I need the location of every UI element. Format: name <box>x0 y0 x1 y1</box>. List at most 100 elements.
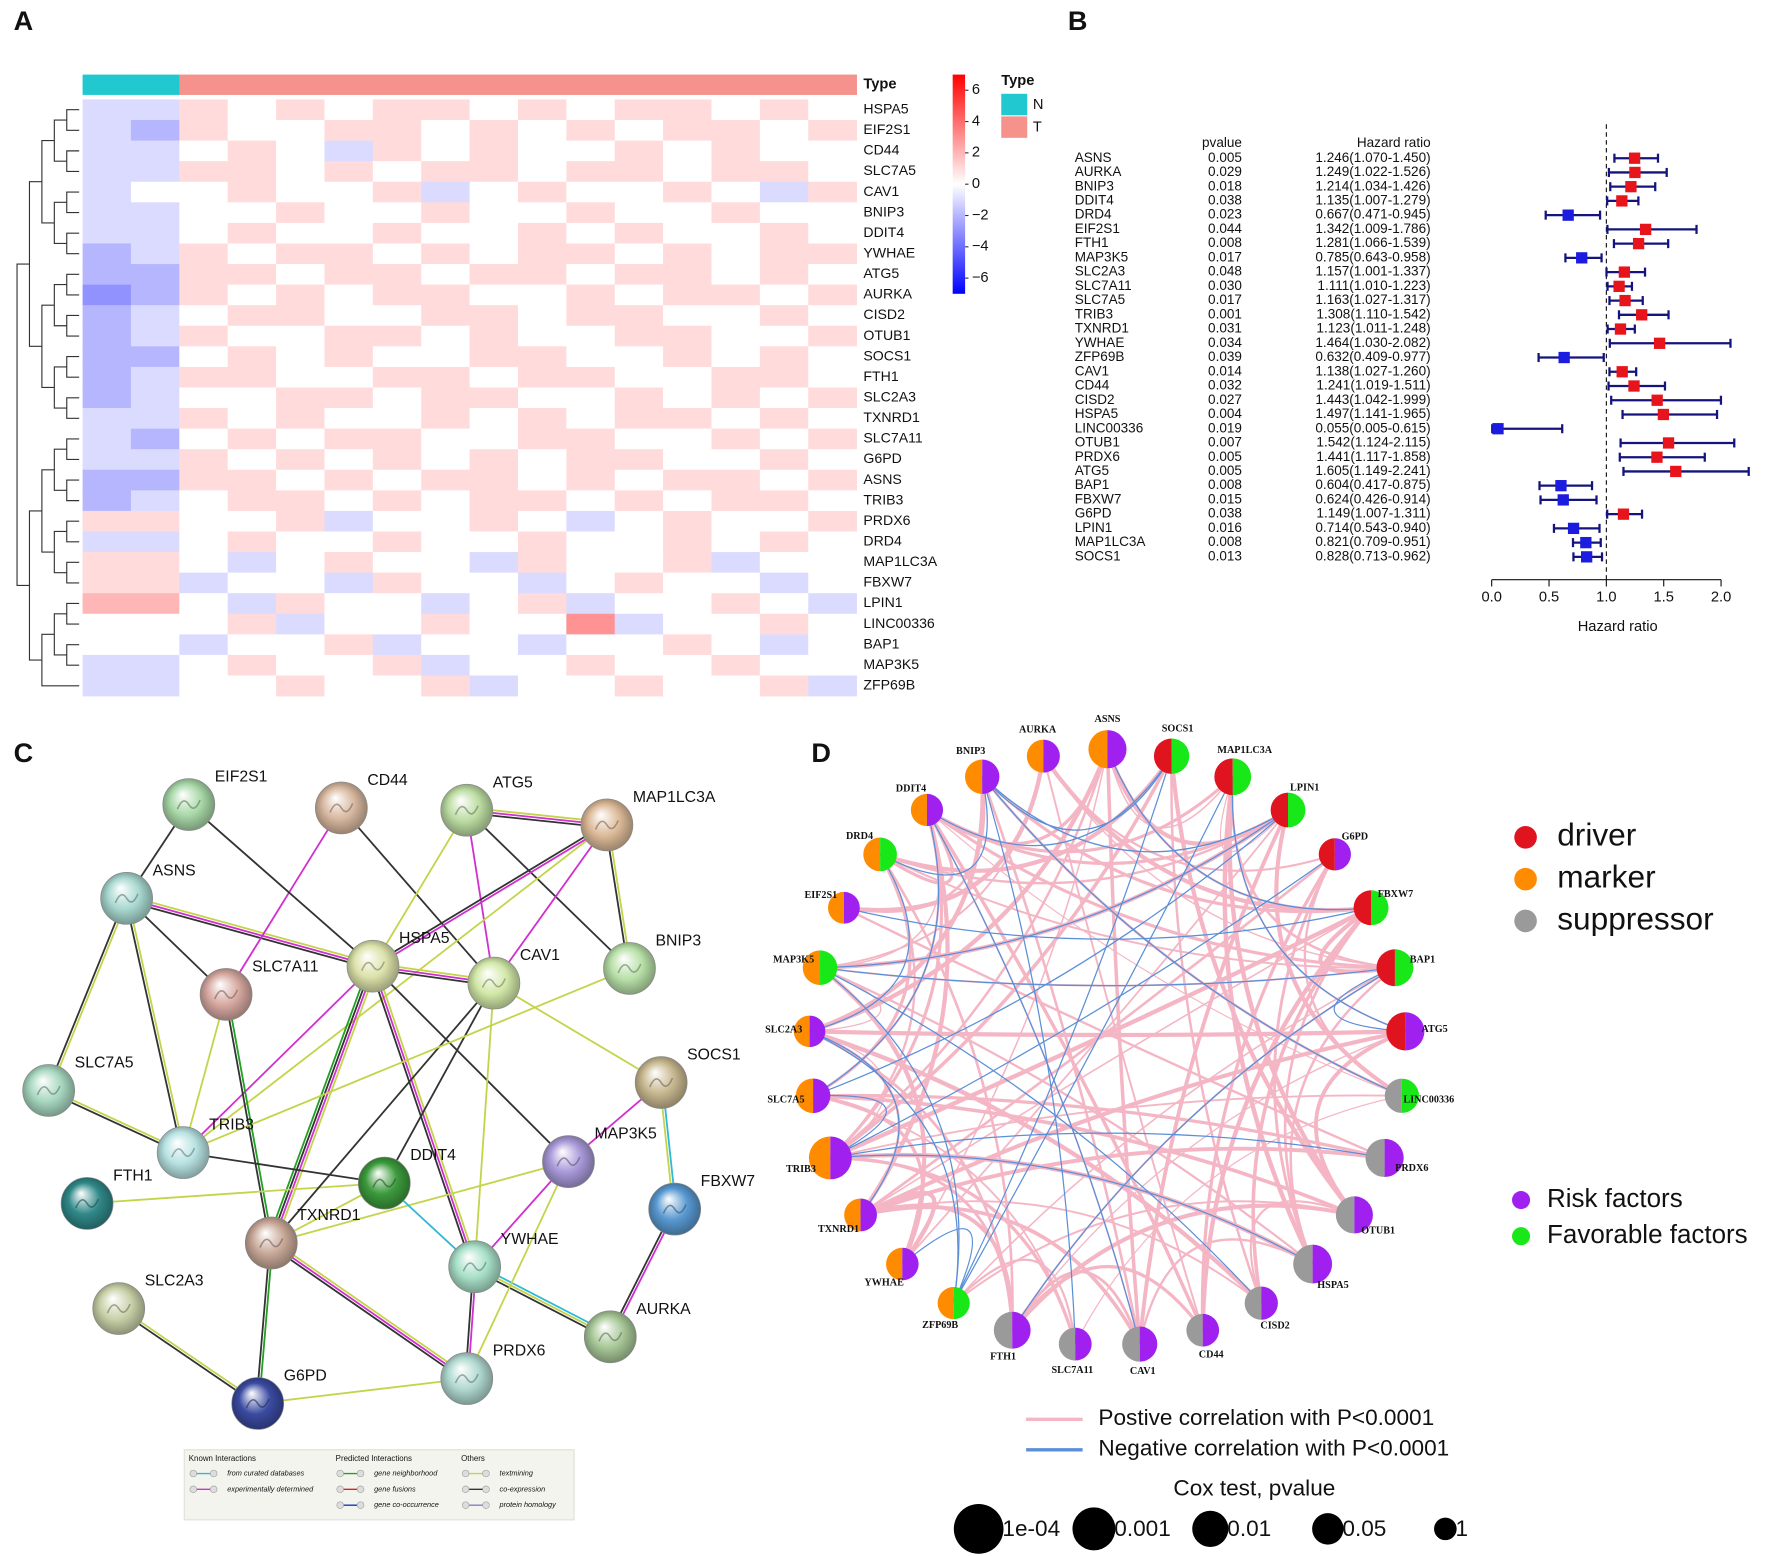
node-label: LPIN1 <box>1290 782 1319 793</box>
node-factor-half <box>1139 1326 1158 1362</box>
heatmap-cell <box>469 202 519 224</box>
negative-edge <box>953 776 1234 1304</box>
node-label: PRDX6 <box>1395 1163 1428 1174</box>
node-type-half <box>863 837 881 872</box>
negative-edge <box>819 967 960 1304</box>
heatmap-cell <box>614 161 664 183</box>
legend-dot <box>1514 826 1537 849</box>
dendrogram-branch <box>41 469 55 553</box>
heatmap-cell <box>276 284 325 306</box>
node-label: MAP3K5 <box>773 955 814 966</box>
heatmap-cell <box>759 428 809 450</box>
heatmap-cell <box>663 99 712 121</box>
legend-node-icon <box>209 1469 218 1478</box>
heatmap-cell <box>663 428 712 450</box>
heatmap-cell <box>276 346 325 368</box>
heatmap-cell <box>227 552 277 573</box>
heatmap-cell <box>227 490 277 512</box>
heatmap-cell <box>421 490 470 512</box>
heatmap-cell <box>276 572 325 594</box>
heatmap-cell <box>517 531 567 553</box>
heatmap-cell <box>759 346 809 368</box>
heatmap-cell <box>614 675 664 697</box>
gene-label: YWHAE <box>1075 335 1125 350</box>
heatmap-cell <box>82 161 132 183</box>
node-factor-half <box>1288 792 1306 828</box>
node-factor-half <box>1107 730 1127 769</box>
heatmap-cell <box>179 552 229 573</box>
heatmap-cell <box>227 161 277 183</box>
pvalue-label: 0.014 <box>1208 363 1242 378</box>
heatmap-cell <box>517 490 567 512</box>
type-bar-cell <box>759 74 809 95</box>
heatmap-cell <box>324 634 374 656</box>
heatmap-cell <box>179 99 229 121</box>
node-label: OTUB1 <box>1361 1225 1395 1236</box>
heatmap-cell <box>808 181 857 203</box>
heatmap-cell <box>711 181 761 203</box>
node-type-half <box>1384 1078 1402 1113</box>
heatmap-cell <box>421 346 470 368</box>
protein-structure <box>176 799 201 810</box>
heatmap-cell <box>663 202 712 224</box>
heatmap-cell <box>130 346 180 368</box>
heatmap-cell <box>130 408 180 429</box>
heatmap-cell <box>469 428 519 450</box>
hr-point <box>1580 551 1593 563</box>
node-type-half <box>1353 890 1372 926</box>
hr-label: 0.821(0.709-0.951) <box>1315 534 1430 549</box>
heatmap-cell <box>179 613 229 635</box>
heatmap-cell <box>663 469 712 491</box>
heatmap-cell <box>759 366 809 388</box>
legend-item: gene fusions <box>374 1484 416 1493</box>
size-legend-label: 0.001 <box>1114 1516 1171 1541</box>
gene-label: HSPA5 <box>1075 406 1118 421</box>
heatmap-cell <box>82 613 132 635</box>
positive-edge <box>860 1203 1015 1331</box>
hr-label: 1.464(1.030-2.082) <box>1315 335 1430 350</box>
heatmap-cell <box>179 654 229 676</box>
node-factor-half <box>1405 1012 1425 1051</box>
interaction-edge <box>493 824 608 984</box>
heatmap-cell <box>469 120 519 141</box>
panel-label: C <box>14 737 34 768</box>
hr-point <box>1618 266 1631 278</box>
legend-node-icon <box>356 1469 365 1478</box>
node-label: DRD4 <box>846 831 873 842</box>
heatmap-cell <box>227 305 277 327</box>
pvalue-label: 0.023 <box>1208 207 1242 222</box>
pvalue-label: 0.005 <box>1208 150 1242 165</box>
heatmap-cell <box>179 387 229 409</box>
heatmap-cell <box>759 99 809 121</box>
interaction-edge <box>87 1182 385 1205</box>
negative-edge <box>981 776 1076 1345</box>
heatmap-cell <box>276 264 325 285</box>
heatmap-cell <box>663 654 712 676</box>
heatmap-cell <box>614 243 664 265</box>
row-label: TXNRD1 <box>863 409 920 425</box>
heatmap-cell <box>808 120 857 141</box>
protein-structure <box>594 820 619 830</box>
row-label: G6PD <box>863 450 901 466</box>
heatmap-cell <box>276 222 325 244</box>
heatmap-cell <box>130 552 180 573</box>
node-label: EIF2S1 <box>805 890 838 901</box>
node-factor-half <box>813 1078 831 1114</box>
negative-edge <box>1333 967 1406 1032</box>
pvalue-label: 0.038 <box>1208 506 1242 521</box>
row-label: DDIT4 <box>863 224 904 240</box>
heatmap-cell <box>421 140 470 162</box>
heatmap-cell <box>324 222 374 244</box>
protein-structure <box>171 1147 196 1158</box>
hr-point <box>1616 195 1628 207</box>
pvalue-label: 0.039 <box>1208 349 1242 364</box>
heatmap-cell <box>566 510 616 532</box>
interaction-edge <box>371 822 607 966</box>
heatmap-cell <box>469 387 519 409</box>
legend-label: T <box>1033 120 1042 136</box>
negative-edge <box>981 776 1403 1097</box>
heatmap-cell <box>614 654 664 676</box>
heatmap-cell <box>179 531 229 553</box>
dendrogram-branch <box>66 150 80 173</box>
heatmap-cell <box>663 325 712 347</box>
